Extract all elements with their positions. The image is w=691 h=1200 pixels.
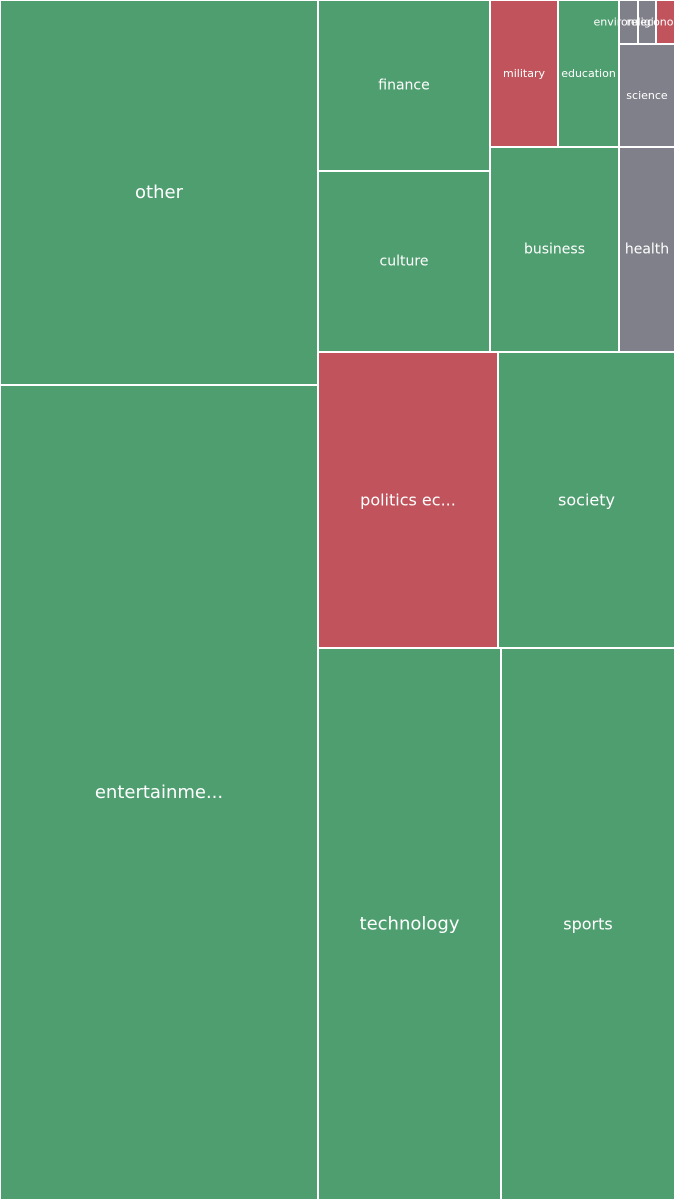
- tile-science: [618, 43, 676, 148]
- tile-label-finance: finance: [378, 78, 429, 94]
- tile-label-culture: culture: [380, 254, 429, 270]
- tile-label-economy: economy: [640, 16, 691, 29]
- tile-label-military: military: [503, 67, 545, 80]
- tile-entertainme: [0, 384, 319, 1200]
- tile-label-sports: sports: [563, 915, 612, 934]
- tile-label-other: other: [135, 182, 184, 203]
- tile-label-science: science: [626, 89, 668, 102]
- tile-culture: [317, 170, 491, 353]
- tile-politics-ec: [317, 351, 499, 649]
- tile-label-technology: technology: [360, 914, 460, 935]
- tile-label-entertainme: entertainme...: [95, 782, 223, 803]
- tile-sports: [500, 647, 676, 1200]
- tile-military: [489, 0, 559, 148]
- tile-label-society: society: [558, 491, 615, 510]
- tile-label-business: business: [524, 242, 585, 258]
- tile-other: [0, 0, 319, 386]
- tile-label-education: education: [561, 67, 616, 80]
- tile-label-health: health: [625, 242, 669, 258]
- tile-label-politics-ec: politics ec...: [360, 491, 456, 510]
- tile-health: [618, 146, 676, 353]
- tile-society: [497, 351, 676, 649]
- tile-business: [489, 146, 620, 353]
